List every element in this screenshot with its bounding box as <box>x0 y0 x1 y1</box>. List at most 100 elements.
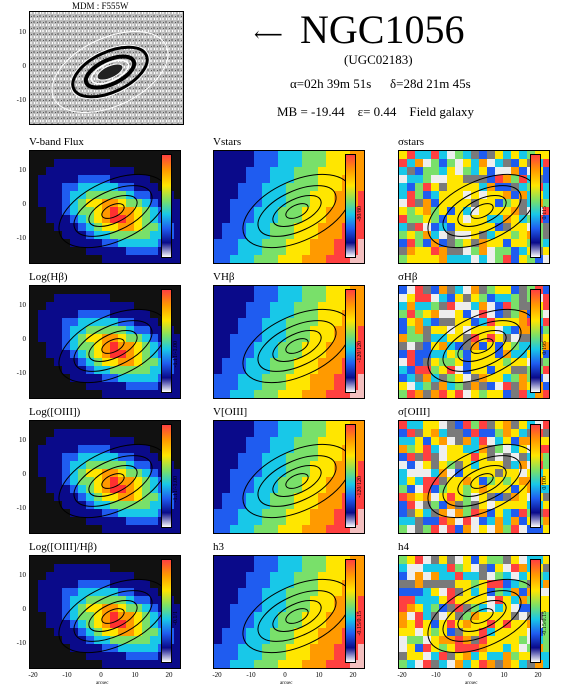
panel-map-svg <box>30 286 180 398</box>
panel-title: Log(Hβ) <box>29 271 68 283</box>
panel-map-svg <box>399 151 549 263</box>
x-axis-label: arcsec <box>96 681 109 686</box>
xtick-label: 10 <box>131 671 139 679</box>
xtick-label: -10 <box>246 671 256 679</box>
panel-map-svg <box>399 286 549 398</box>
panel-map-svg <box>30 421 180 533</box>
galaxy-properties: MB = -19.44 ε= 0.44 Field galaxy <box>277 104 475 119</box>
ytick-label: -10 <box>16 504 26 512</box>
image-label: MDM : F555W <box>72 1 129 11</box>
ytick-label: -10 <box>16 234 26 242</box>
xtick-label: -10 <box>62 671 72 679</box>
ytick-label: -10 <box>16 369 26 377</box>
colorbar <box>345 289 356 393</box>
xtick-label: 10 <box>315 671 323 679</box>
colorbar <box>345 559 356 663</box>
panel-map-svg <box>399 556 549 668</box>
panel-map <box>213 420 365 534</box>
panel-title: VHβ <box>213 271 235 283</box>
colorbar <box>530 559 541 663</box>
x-axis-label: arcsec <box>465 681 478 686</box>
panel-map-svg <box>214 556 364 668</box>
panel-map <box>213 555 365 669</box>
coords-alpha: α=02h 39m 51s <box>290 76 372 91</box>
colorbar-range: 0/195 <box>542 341 548 355</box>
colorbar <box>530 289 541 393</box>
panel-title: σHβ <box>398 271 418 283</box>
panel-title: V[OIII] <box>213 406 248 418</box>
hst-image-svg <box>30 12 183 124</box>
panel-map <box>29 285 181 399</box>
ytick-label: 10 <box>19 301 26 309</box>
panel-map <box>213 285 365 399</box>
hst-image <box>29 11 184 125</box>
hst-ytick: 10 <box>19 28 26 36</box>
panel-title: V-band Flux <box>29 136 84 148</box>
colorbar <box>530 154 541 258</box>
hst-ytick: 0 <box>22 62 27 70</box>
xtick-label: 10 <box>500 671 508 679</box>
ugc-name: (UGC02183) <box>344 52 413 67</box>
colorbar <box>161 154 172 258</box>
colorbar-range: -80/80 <box>357 206 363 222</box>
panel-map-svg <box>214 151 364 263</box>
colorbar-range: -1.11/-1.00 <box>173 341 179 368</box>
colorbar-range: 0/100 <box>542 476 548 490</box>
xtick-label: -20 <box>397 671 407 679</box>
panel-map-svg <box>30 556 180 668</box>
panel-map-svg <box>214 286 364 398</box>
coords-delta: δ=28d 21m 45s <box>390 76 471 91</box>
panel-title: h3 <box>213 541 224 553</box>
colorbar-range: -1.11/-1.00 <box>173 476 179 503</box>
panel-title: σ[OIII] <box>398 406 431 418</box>
panel-map-svg <box>30 151 180 263</box>
ytick-label: 10 <box>19 166 26 174</box>
panel-map-svg <box>214 421 364 533</box>
arrow-left-icon: ⟵ <box>254 24 283 46</box>
galaxy-name: NGC1056 <box>300 7 465 52</box>
ytick-label: 0 <box>22 470 27 478</box>
panel-title: Log([OIII]/Hβ) <box>29 541 97 553</box>
ytick-label: 10 <box>19 571 26 579</box>
panel-title: σstars <box>398 136 425 148</box>
colorbar <box>530 424 541 528</box>
colorbar <box>161 559 172 663</box>
colorbar-range: 0/115 <box>542 206 548 220</box>
ytick-label: 10 <box>19 436 26 444</box>
ytick-label: 0 <box>22 605 27 613</box>
colorbar-range: -0.1/1 <box>173 611 179 626</box>
xtick-label: 0 <box>99 671 103 679</box>
colorbar-range: -120/120 <box>357 476 363 498</box>
panel-title: h4 <box>398 541 409 553</box>
panel-map <box>398 285 550 399</box>
ytick-label: 0 <box>22 335 27 343</box>
xtick-label: -20 <box>212 671 222 679</box>
colorbar-range: -0.15/0.15 <box>357 611 363 636</box>
hst-ytick: -10 <box>16 96 26 104</box>
colorbar <box>161 424 172 528</box>
xtick-label: 0 <box>468 671 472 679</box>
colorbar <box>161 289 172 393</box>
x-axis-label: arcsec <box>280 681 293 686</box>
colorbar-range: -0.15/0.15 <box>542 611 548 636</box>
ytick-label: 0 <box>22 200 27 208</box>
panel-map <box>398 555 550 669</box>
xtick-label: 20 <box>165 671 173 679</box>
colorbar <box>345 154 356 258</box>
xtick-label: 0 <box>283 671 287 679</box>
panel-map <box>398 150 550 264</box>
ytick-label: -10 <box>16 639 26 647</box>
panel-map <box>29 420 181 534</box>
xtick-label: -10 <box>431 671 441 679</box>
panel-map <box>29 555 181 669</box>
panel-map-svg <box>399 421 549 533</box>
xtick-label: 20 <box>534 671 542 679</box>
colorbar <box>345 424 356 528</box>
colorbar-range: -120/120 <box>357 341 363 363</box>
panel-map <box>29 150 181 264</box>
panel-title: Vstars <box>213 136 242 148</box>
xtick-label: -20 <box>28 671 38 679</box>
panel-title: Log([OIII]) <box>29 406 81 418</box>
panel-map <box>213 150 365 264</box>
